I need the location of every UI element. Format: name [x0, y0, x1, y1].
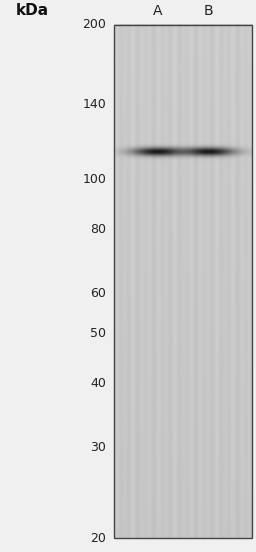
Text: 40: 40 [90, 377, 106, 390]
Text: B: B [204, 4, 214, 18]
Bar [114, 25, 252, 538]
Text: 50: 50 [90, 327, 106, 341]
Text: 100: 100 [82, 173, 106, 186]
Text: 80: 80 [90, 222, 106, 236]
Text: 200: 200 [82, 18, 106, 31]
Text: A: A [153, 4, 162, 18]
Text: 20: 20 [90, 532, 106, 545]
Text: kDa: kDa [15, 3, 48, 18]
Text: 60: 60 [90, 287, 106, 300]
Text: 30: 30 [90, 441, 106, 454]
Text: 140: 140 [82, 98, 106, 111]
